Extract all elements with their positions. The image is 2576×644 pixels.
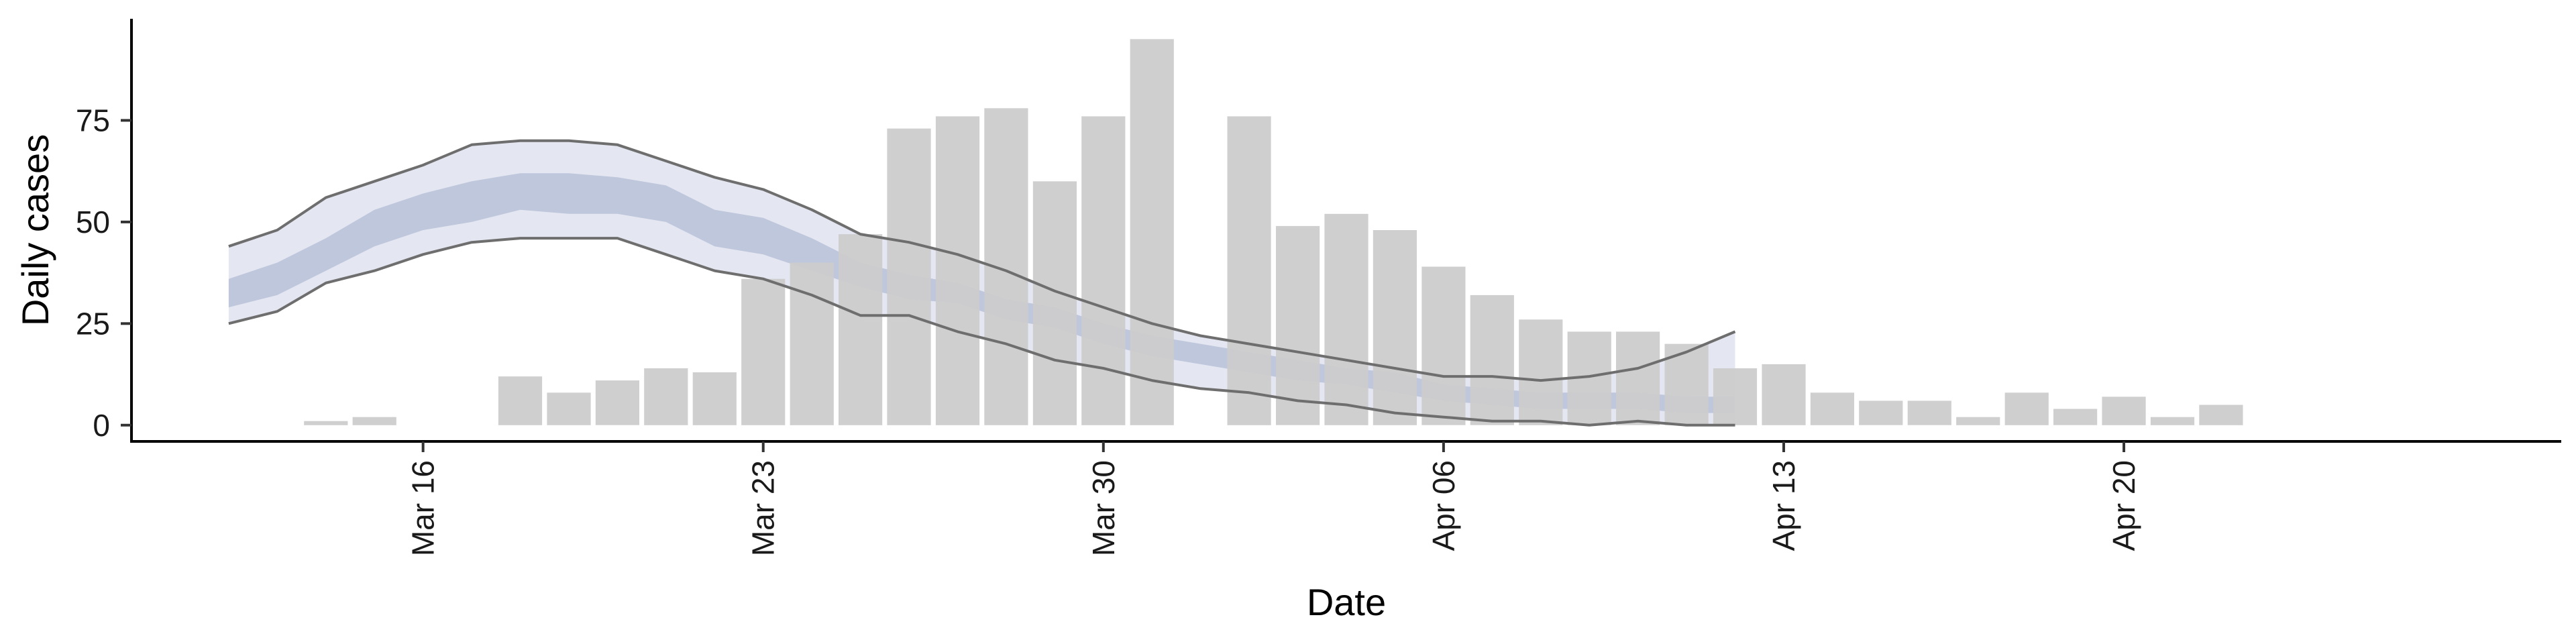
upper-bound-line [228, 139, 1736, 382]
x-tick-label-2020-04-06: Apr 06 [1426, 460, 1461, 551]
bar-2020-03-25 [839, 234, 883, 425]
bar-2020-03-23 [741, 278, 786, 425]
bar-2020-04-21 [2150, 417, 2195, 425]
inner-interval-band [228, 173, 1735, 413]
y-ticks: 0 25 50 75 [76, 103, 131, 443]
x-axis-title: Date [1307, 581, 1386, 623]
bar-2020-04-14 [1810, 392, 1854, 425]
bar-2020-04-05 [1373, 230, 1417, 425]
y-tick-label-75: 75 [76, 103, 110, 138]
bar-2020-04-16 [1907, 400, 1951, 425]
bar-2020-04-10 [1616, 331, 1660, 425]
x-tick-label-2020-04-13: Apr 13 [1766, 460, 1801, 551]
bar-2020-03-22 [692, 372, 737, 425]
bar-2020-04-12 [1713, 368, 1758, 425]
bar-2020-04-22 [2199, 405, 2243, 425]
y-tick-label-50: 50 [76, 205, 110, 239]
bar-2020-04-20 [2102, 396, 2146, 425]
bar-2020-03-24 [790, 262, 834, 425]
projection-band-edges [228, 139, 1736, 427]
lower-bound-line [228, 237, 1735, 427]
x-tick-label-2020-04-20: Apr 20 [2106, 460, 2141, 551]
bar-2020-03-27 [935, 116, 980, 425]
bar-2020-04-15 [1859, 400, 1903, 425]
bar-2020-03-20 [595, 380, 639, 425]
bar-2020-04-02 [1227, 116, 1271, 425]
x-tick-label-2020-03-23: Mar 23 [746, 460, 781, 556]
bar-2020-04-04 [1324, 213, 1368, 425]
bar-2020-03-31 [1130, 39, 1174, 425]
y-axis-title: Daily cases [14, 134, 56, 326]
bar-2020-04-08 [1519, 319, 1563, 425]
x-tick-label-2020-03-30: Mar 30 [1086, 460, 1121, 556]
bar-2020-04-03 [1276, 225, 1320, 425]
bar-2020-03-18 [498, 376, 543, 425]
bar-2020-04-06 [1421, 266, 1466, 425]
bar-2020-03-21 [644, 368, 688, 425]
axes [130, 19, 2561, 443]
bar-2020-03-14 [304, 421, 348, 425]
x-tick-label-2020-03-16: Mar 16 [406, 460, 441, 556]
projection-band-layer [228, 140, 1735, 425]
bar-2020-03-19 [547, 392, 591, 425]
bar-2020-03-29 [1032, 181, 1077, 425]
y-tick-label-0: 0 [93, 408, 110, 443]
y-tick-label-25: 25 [76, 306, 110, 341]
bar-2020-04-18 [2004, 392, 2049, 425]
bar-2020-03-15 [352, 417, 396, 425]
bar-2020-04-07 [1470, 294, 1514, 425]
bars-layer [304, 39, 2243, 425]
bar-2020-04-13 [1762, 364, 1806, 425]
bar-2020-04-17 [1956, 417, 2000, 425]
bar-2020-03-30 [1081, 116, 1126, 425]
x-ticks: Mar 16 Mar 23 Mar 30 Apr 06 Apr 13 Apr 20 [406, 441, 2141, 556]
bar-2020-03-26 [887, 128, 931, 425]
bar-2020-04-19 [2053, 409, 2098, 425]
